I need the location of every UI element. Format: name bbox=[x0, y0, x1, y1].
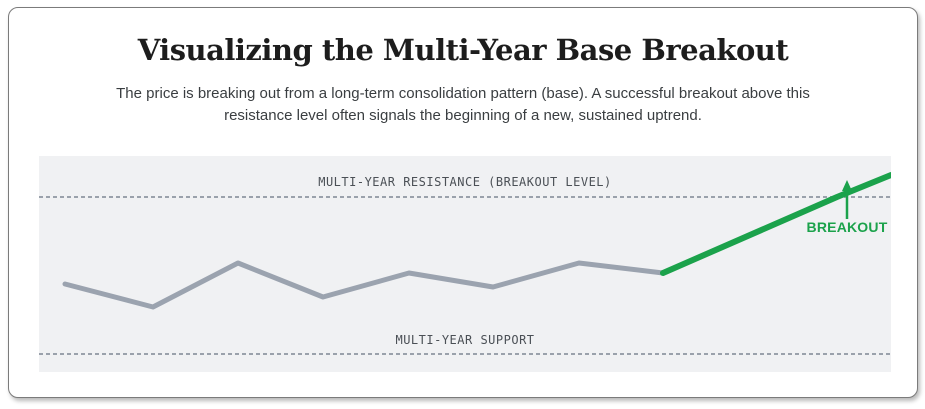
resistance-label: MULTI-YEAR RESISTANCE (BREAKOUT LEVEL) bbox=[318, 175, 612, 189]
info-card: Visualizing the Multi-Year Base Breakout… bbox=[8, 7, 918, 398]
breakout-arrow-head-icon bbox=[842, 180, 852, 191]
breakout-label: BREAKOUT bbox=[807, 219, 888, 235]
base-price-line bbox=[62, 260, 666, 310]
chart-panel: MULTI-YEAR RESISTANCE (BREAKOUT LEVEL) M… bbox=[39, 156, 891, 372]
breakout-chart: MULTI-YEAR RESISTANCE (BREAKOUT LEVEL) M… bbox=[39, 172, 891, 355]
subtitle-line-1: The price is breaking out from a long-te… bbox=[116, 85, 810, 102]
support-label: MULTI-YEAR SUPPORT bbox=[395, 333, 534, 347]
page-title: Visualizing the Multi-Year Base Breakout bbox=[137, 33, 789, 67]
breakout-price-line bbox=[660, 172, 891, 276]
subtitle-line-2: resistance level often signals the begin… bbox=[224, 106, 702, 124]
